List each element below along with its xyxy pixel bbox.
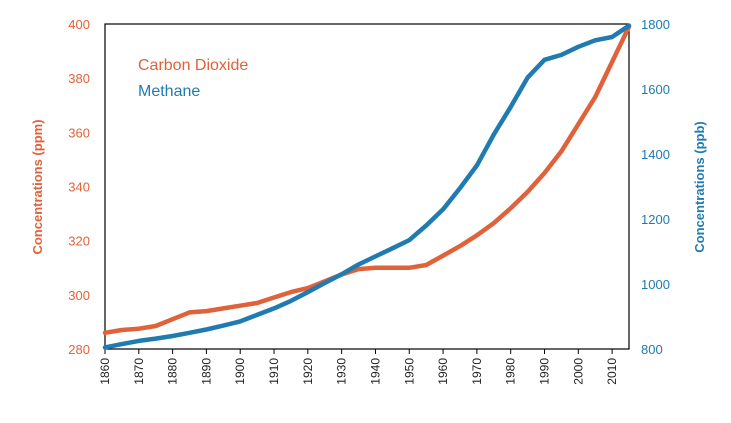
right-tick-label: 1800	[641, 17, 670, 32]
right-tick-label: 1000	[641, 277, 670, 292]
right-tick-label: 1400	[641, 147, 670, 162]
series-line-carbon-dioxide	[102, 24, 632, 336]
x-tick-label: 1930	[335, 358, 349, 385]
right-axis-title: Concentrations (ppb)	[692, 121, 707, 252]
left-tick-label: 360	[68, 125, 90, 140]
left-axis-title: Concentrations (ppm)	[30, 119, 45, 254]
left-tick-label: 280	[68, 342, 90, 357]
x-tick-label: 1990	[537, 358, 551, 385]
x-axis: 1860 1870 1880 1890 1900 1910 1920 1930 1940 1950…	[98, 349, 619, 385]
right-axis: 800 1000 1200 1400 1600 1800	[641, 17, 670, 357]
x-tick-label: 1860	[98, 358, 112, 385]
left-tick-label: 340	[68, 180, 90, 195]
left-tick-label: 320	[68, 234, 90, 249]
x-tick-label: 1870	[132, 358, 146, 385]
legend-carbon-dioxide: Carbon Dioxide	[138, 57, 248, 74]
left-tick-label: 300	[68, 288, 90, 303]
left-axis: 280 300 320 340 360 380 400	[68, 17, 90, 357]
x-tick-label: 1880	[166, 358, 180, 385]
x-tick-label: 1980	[504, 358, 518, 385]
series-layer	[102, 23, 632, 350]
x-tick-label: 1940	[368, 358, 382, 385]
plot-frame	[104, 23, 630, 350]
series-line-methane	[102, 23, 632, 350]
x-tick-label: 1970	[470, 358, 484, 385]
right-tick-label: 1200	[641, 212, 670, 227]
x-tick-label: 2010	[605, 358, 619, 385]
x-tick-label: 1900	[233, 358, 247, 385]
right-tick-label: 1600	[641, 82, 670, 97]
x-tick-label: 1890	[199, 358, 213, 385]
x-tick-label: 1920	[301, 358, 315, 385]
left-tick-label: 400	[68, 17, 90, 32]
legend-methane: Methane	[138, 83, 200, 100]
right-tick-label: 800	[641, 342, 663, 357]
x-tick-label: 2000	[571, 358, 585, 385]
x-tick-label: 1960	[436, 358, 450, 385]
x-tick-label: 1950	[402, 358, 416, 385]
left-tick-label: 380	[68, 71, 90, 86]
x-tick-label: 1910	[267, 358, 281, 385]
